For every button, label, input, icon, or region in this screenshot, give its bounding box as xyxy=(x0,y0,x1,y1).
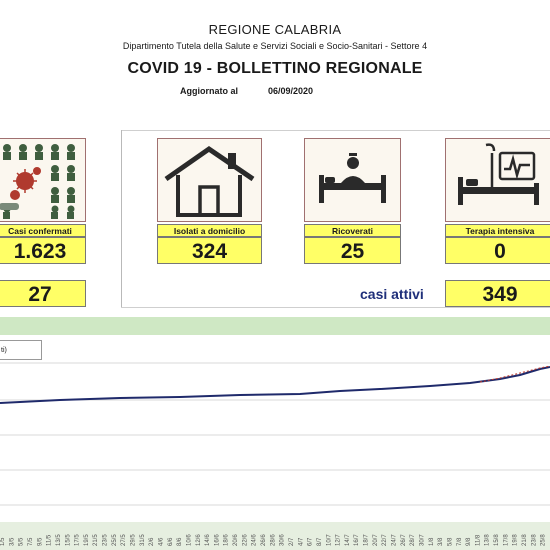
x-tick-label: 11/8 xyxy=(475,534,481,546)
x-axis-labels: 1/5 3/5 5/5 7/5 9/5 11/5 13/5 15/5 17/5 19/5 21/5 2… xyxy=(0,534,547,546)
active-cases-value: 349 xyxy=(445,280,550,307)
x-tick-label: 28/6 xyxy=(270,534,276,546)
x-tick-label: 17/8 xyxy=(503,534,509,546)
x-tick-label: 25/5 xyxy=(112,534,118,546)
x-tick-label: 3/5 xyxy=(9,537,15,546)
chart-legend: ti) xyxy=(0,340,42,360)
x-tick-label: 15/5 xyxy=(65,534,71,546)
x-tick-label: 7/5 xyxy=(28,537,34,546)
hospitalized-label: Ricoverati xyxy=(304,224,401,237)
x-tick-label: 8/7 xyxy=(317,537,323,546)
panel-divider xyxy=(121,130,122,308)
chart-header-bar xyxy=(0,317,550,335)
home-isolation-icon-box xyxy=(157,138,262,222)
department-subtitle: Dipartimento Tutela della Salute e Servi… xyxy=(122,41,428,51)
updated-date: 06/09/2020 xyxy=(268,86,314,96)
people-virus-icon xyxy=(0,144,75,219)
x-tick-label: 28/7 xyxy=(410,534,416,546)
x-tick-label: 14/7 xyxy=(345,534,351,546)
x-tick-label: 16/7 xyxy=(354,534,360,546)
intensive-care-label: Terapia intensiva xyxy=(445,224,550,237)
x-tick-label: 23/8 xyxy=(531,534,537,546)
x-tick-label: 24/6 xyxy=(252,534,258,546)
x-tick-label: 1/5 xyxy=(0,537,6,546)
panel-bottom-rule xyxy=(121,307,550,308)
x-tick-label: 29/5 xyxy=(131,534,137,546)
x-tick-label: 4/6 xyxy=(158,537,164,546)
x-tick-label: 5/5 xyxy=(19,537,25,546)
hospitalized-icon-box xyxy=(304,138,401,222)
intensive-care-value: 0 xyxy=(445,237,550,264)
x-tick-label: 18/7 xyxy=(364,534,370,546)
x-tick-label: 26/6 xyxy=(261,534,267,546)
x-tick-label: 14/6 xyxy=(205,534,211,546)
house-icon xyxy=(164,145,255,217)
confirmed-label: Casi confermati xyxy=(0,224,86,237)
panel-top-rule xyxy=(121,130,550,131)
series-trend-line xyxy=(479,365,550,383)
x-tick-label: 7/8 xyxy=(457,537,463,546)
x-tick-label: 3/8 xyxy=(438,537,444,546)
x-tick-label: 24/7 xyxy=(392,534,398,546)
x-tick-label: 22/6 xyxy=(242,534,248,546)
x-tick-label: 22/7 xyxy=(382,534,388,546)
x-tick-label: 19/8 xyxy=(513,534,519,546)
x-tick-label: 15/8 xyxy=(494,534,500,546)
x-tick-label: 12/7 xyxy=(336,534,342,546)
x-tick-label: 10/6 xyxy=(186,534,192,546)
series-cumulative-line xyxy=(0,366,550,404)
x-tick-label: 27/5 xyxy=(121,534,127,546)
intensive-care-icon-box xyxy=(445,138,550,222)
x-tick-label: 30/7 xyxy=(419,534,425,546)
x-tick-label: 9/8 xyxy=(466,537,472,546)
home-isolation-value: 324 xyxy=(157,237,262,264)
updated-label: Aggiornato al xyxy=(180,86,238,96)
hospital-bed-icon xyxy=(319,153,386,203)
x-tick-label: 5/8 xyxy=(447,537,453,546)
x-tick-label: 18/6 xyxy=(224,534,230,546)
x-tick-label: 21/8 xyxy=(522,534,528,546)
bulletin-title: COVID 19 - BOLLETTINO REGIONALE xyxy=(127,60,423,77)
x-tick-label: 30/6 xyxy=(280,534,286,546)
x-tick-label: 23/5 xyxy=(103,534,109,546)
cumulative-cases-chart xyxy=(0,362,550,506)
confirmed-icon-box xyxy=(0,138,86,222)
x-tick-label: 1/8 xyxy=(429,537,435,546)
x-tick-label: 16/6 xyxy=(214,534,220,546)
x-tick-label: 13/5 xyxy=(56,534,62,546)
x-tick-label: 25/8 xyxy=(541,534,547,546)
x-tick-label: 2/6 xyxy=(149,537,155,546)
x-tick-label: 20/7 xyxy=(373,534,379,546)
region-title: REGIONE CALABRIA xyxy=(208,22,342,37)
x-tick-label: 8/6 xyxy=(177,537,183,546)
x-tick-label: 6/7 xyxy=(308,537,314,546)
x-tick-label: 20/6 xyxy=(233,534,239,546)
x-tick-label: 12/6 xyxy=(196,534,202,546)
x-tick-label: 9/5 xyxy=(37,537,43,546)
x-tick-label: 4/7 xyxy=(298,537,304,546)
x-tick-label: 26/7 xyxy=(401,534,407,546)
confirmed-secondary-value: 27 xyxy=(0,280,86,307)
x-tick-label: 17/5 xyxy=(75,534,81,546)
x-tick-label: 31/5 xyxy=(140,534,146,546)
chart-axis-strip xyxy=(0,522,550,550)
hospitalized-value: 25 xyxy=(304,237,401,264)
x-tick-label: 11/5 xyxy=(47,534,53,546)
x-tick-label: 13/8 xyxy=(485,534,491,546)
x-tick-label: 10/7 xyxy=(326,534,332,546)
icu-monitor-icon xyxy=(458,143,539,205)
x-tick-label: 19/5 xyxy=(84,534,90,546)
active-cases-label: casi attivi xyxy=(360,286,424,302)
x-tick-label: 21/5 xyxy=(93,534,99,546)
home-isolation-label: Isolati a domicilio xyxy=(157,224,262,237)
x-tick-label: 2/7 xyxy=(289,537,295,546)
x-tick-label: 6/6 xyxy=(168,537,174,546)
confirmed-value: 1.623 xyxy=(0,237,86,264)
